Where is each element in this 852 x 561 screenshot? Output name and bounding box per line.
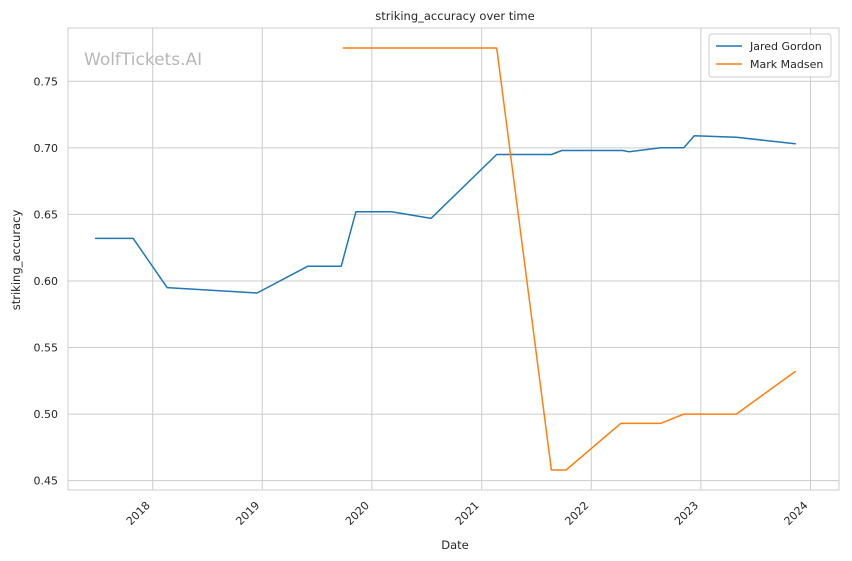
y-tick-label: 0.60 [34, 275, 59, 288]
legend-label-2: Mark Madsen [750, 58, 823, 71]
chart-title: striking_accuracy over time [375, 9, 534, 23]
plot-area-frame [67, 27, 840, 491]
legend-entries: Jared Gordon Mark Madsen [716, 40, 823, 71]
series-line-1 [94, 135, 796, 294]
y-axis-title: striking_accuracy [9, 210, 23, 311]
y-axis-tick-labels: 0.45 0.50 0.55 0.60 0.65 0.70 0.75 [34, 75, 59, 487]
y-tick-label: 0.75 [34, 75, 59, 88]
y-tick-label: 0.45 [34, 475, 59, 488]
y-tick-label: 0.70 [34, 142, 59, 155]
y-tick-label: 0.65 [34, 208, 59, 221]
series-lines [94, 47, 796, 471]
series-line-2 [342, 47, 796, 471]
watermark: WolfTickets.AI [84, 50, 202, 70]
legend-label-1: Jared Gordon [749, 40, 822, 53]
y-tick-label: 0.55 [34, 342, 59, 355]
y-tick-label: 0.50 [34, 408, 59, 421]
legend: Jared Gordon Mark Madsen [708, 33, 832, 78]
x-axis-title: Date [441, 538, 469, 552]
grid-lines [68, 28, 839, 490]
legend-box [708, 33, 832, 78]
